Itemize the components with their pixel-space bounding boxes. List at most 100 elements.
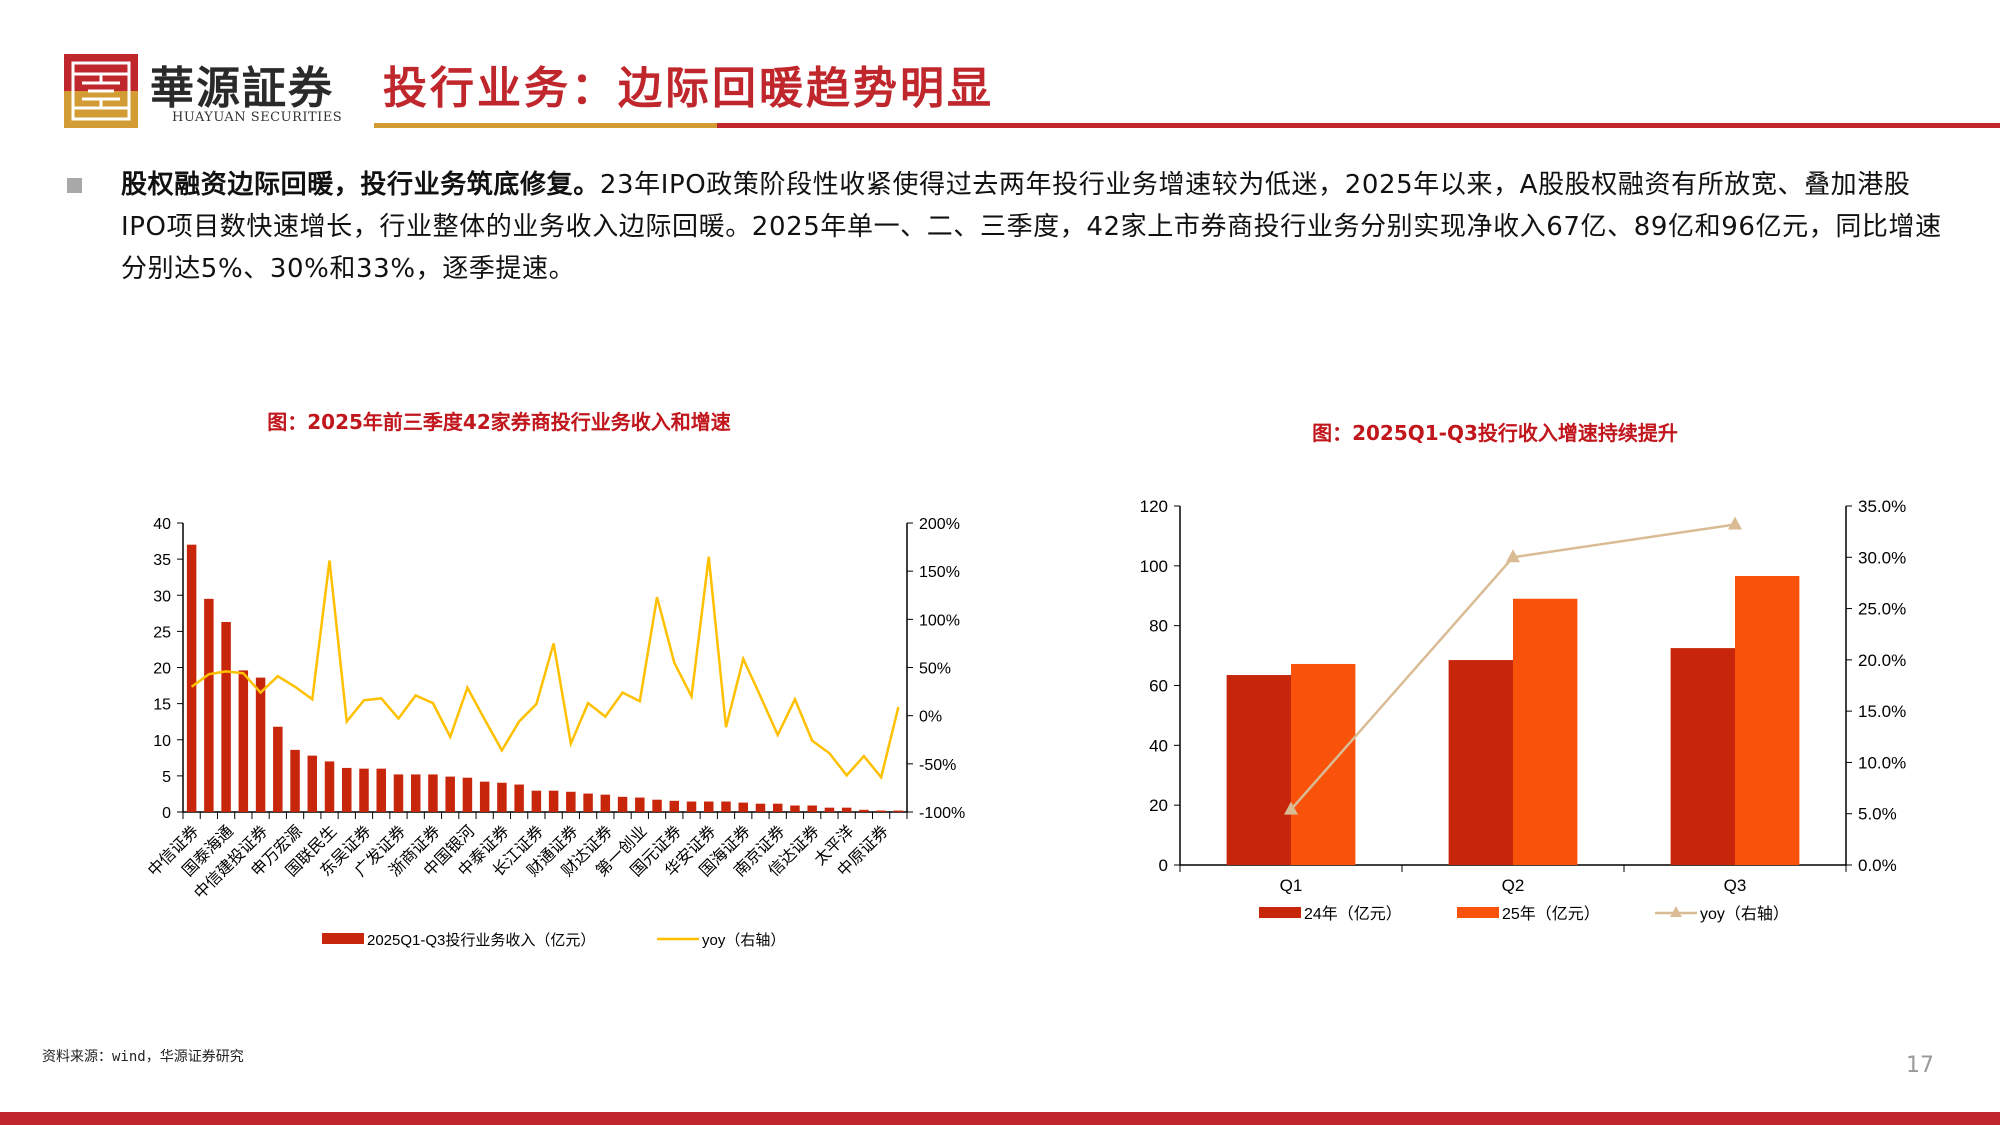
y-tick-label: 10 bbox=[153, 733, 171, 750]
bar-1 bbox=[238, 670, 249, 812]
bar-1 bbox=[617, 796, 628, 812]
y-tick-label: 40 bbox=[1149, 736, 1168, 755]
bar-1 bbox=[669, 800, 680, 812]
legend-label: 25年（亿元） bbox=[1502, 905, 1600, 923]
y2-tick-label: 15.0% bbox=[1858, 702, 1906, 721]
footer-bar bbox=[0, 1112, 2000, 1125]
y-tick-label: 20 bbox=[153, 661, 171, 678]
bar-1 bbox=[893, 810, 904, 812]
bar-1 bbox=[686, 801, 697, 812]
bar-1 bbox=[841, 807, 852, 812]
y2-tick-label: 35.0% bbox=[1858, 497, 1906, 516]
bar-1 bbox=[652, 799, 662, 812]
y-tick-label: 120 bbox=[1140, 497, 1168, 516]
bar-1 bbox=[255, 677, 266, 812]
right-chart-title: 图：2025Q1-Q3投行收入增速持续提升 bbox=[1312, 421, 1678, 445]
bar-1 bbox=[497, 782, 507, 812]
x-tick-label: Q1 bbox=[1280, 876, 1303, 895]
bar-1 bbox=[221, 621, 231, 812]
y-tick-label: 35 bbox=[153, 552, 171, 569]
y-tick-label: 100 bbox=[1140, 557, 1168, 576]
left-chart: 0 5 10 15 20 25 30 35 40 -100% -50% 0% 50% 100% 150% 20… bbox=[144, 516, 965, 949]
bar-1 bbox=[514, 784, 524, 812]
legend-label: 2025Q1-Q3投行业务收入（亿元） bbox=[367, 932, 595, 949]
bar-1 bbox=[859, 809, 869, 812]
title-rule-red bbox=[717, 123, 2000, 128]
left-chart-title: 图：2025年前三季度42家券商投行业务收入和增速 bbox=[267, 410, 731, 434]
y-tick-label: 30 bbox=[153, 588, 171, 605]
bar-1 bbox=[807, 805, 817, 812]
bar-1 bbox=[273, 726, 283, 812]
bar-1 bbox=[566, 791, 576, 812]
bar-1 bbox=[428, 774, 438, 812]
y2-tick-label: 150% bbox=[919, 564, 960, 581]
bar-1 bbox=[324, 761, 335, 812]
right-chart: 0 20 40 60 80 100 120 0.0% 5.0% 10.0% 15.0% 20.0% 25… bbox=[1140, 497, 1907, 923]
bar-1 bbox=[1670, 648, 1735, 865]
y2-tick-label: 25.0% bbox=[1858, 600, 1906, 619]
bar-1 bbox=[738, 802, 748, 812]
yoy-line bbox=[190, 556, 900, 781]
y-tick-label: 5 bbox=[162, 769, 171, 786]
y-tick-label: 15 bbox=[153, 697, 171, 714]
legend-swatch-2 bbox=[1457, 907, 1499, 918]
y2-tick-label: 100% bbox=[919, 612, 960, 629]
bar-1 bbox=[790, 805, 800, 812]
y2-tick-label: 10.0% bbox=[1858, 753, 1906, 772]
bullet-square-icon bbox=[67, 178, 82, 193]
bar-1 bbox=[410, 774, 421, 812]
yoy-marker bbox=[1506, 549, 1520, 563]
source-note: 资料来源：wind，华源证券研究 bbox=[42, 1049, 244, 1065]
page-number: 17 bbox=[1906, 1053, 1934, 1078]
page-title: 投行业务：边际回暖趋势明显 bbox=[383, 63, 994, 114]
bar-1 bbox=[704, 801, 714, 812]
legend-marker bbox=[1670, 906, 1682, 917]
bar-1 bbox=[772, 803, 783, 812]
brand-name-cn: 華源証券 bbox=[150, 63, 334, 114]
y-tick-label: 0 bbox=[162, 805, 171, 822]
y-tick-label: 60 bbox=[1149, 677, 1168, 696]
bar-1 bbox=[445, 776, 455, 812]
body-lead: 股权融资边际回暖，投行业务筑底修复。 bbox=[121, 170, 600, 200]
y-tick-label: 0 bbox=[1159, 856, 1168, 875]
bar-1 bbox=[1226, 675, 1291, 865]
bar-1 bbox=[376, 768, 386, 812]
y2-tick-label: 20.0% bbox=[1858, 651, 1906, 670]
y-tick-label: 20 bbox=[1149, 796, 1168, 815]
bar-1 bbox=[342, 767, 352, 812]
legend-label: 24年（亿元） bbox=[1304, 905, 1402, 923]
y2-tick-label: -50% bbox=[919, 757, 956, 774]
bar-1 bbox=[1448, 660, 1513, 865]
bar-1 bbox=[531, 790, 542, 812]
bar-1 bbox=[462, 777, 473, 812]
bar-1 bbox=[204, 598, 214, 812]
y-tick-label: 25 bbox=[153, 624, 171, 641]
bar-2 bbox=[1291, 663, 1356, 865]
y2-tick-label: -100% bbox=[919, 805, 965, 822]
y2-tick-label: 50% bbox=[919, 661, 951, 678]
bar-1 bbox=[479, 781, 490, 812]
x-tick-label: Q2 bbox=[1502, 876, 1525, 895]
y2-tick-label: 5.0% bbox=[1858, 805, 1897, 824]
bar-1 bbox=[393, 774, 404, 812]
y2-tick-label: 200% bbox=[919, 516, 960, 533]
legend-swatch-1 bbox=[1259, 907, 1301, 918]
body-text: 23年IPO政策阶段性收紧使得过去两年投行业务增速较为低迷，2025年以来，A股… bbox=[121, 170, 1942, 284]
bar-1 bbox=[600, 794, 611, 812]
bar-2 bbox=[1735, 576, 1800, 865]
y2-tick-label: 0% bbox=[919, 709, 942, 726]
bar-1 bbox=[635, 797, 645, 812]
y-tick-label: 40 bbox=[153, 516, 171, 533]
brand-name-en: HUAYUAN SECURITIES bbox=[172, 110, 343, 125]
y2-tick-label: 0.0% bbox=[1858, 856, 1897, 875]
bar-1 bbox=[721, 801, 731, 812]
legend-label: yoy（右轴） bbox=[1700, 905, 1789, 923]
title-rule-gold bbox=[374, 123, 717, 128]
bar-1 bbox=[548, 790, 559, 812]
huayuan-logo bbox=[64, 54, 138, 128]
bar-1 bbox=[583, 793, 593, 812]
bar-1 bbox=[186, 544, 197, 812]
yoy-marker bbox=[1728, 516, 1742, 530]
bar-1 bbox=[307, 755, 318, 812]
bar-1 bbox=[755, 803, 766, 812]
